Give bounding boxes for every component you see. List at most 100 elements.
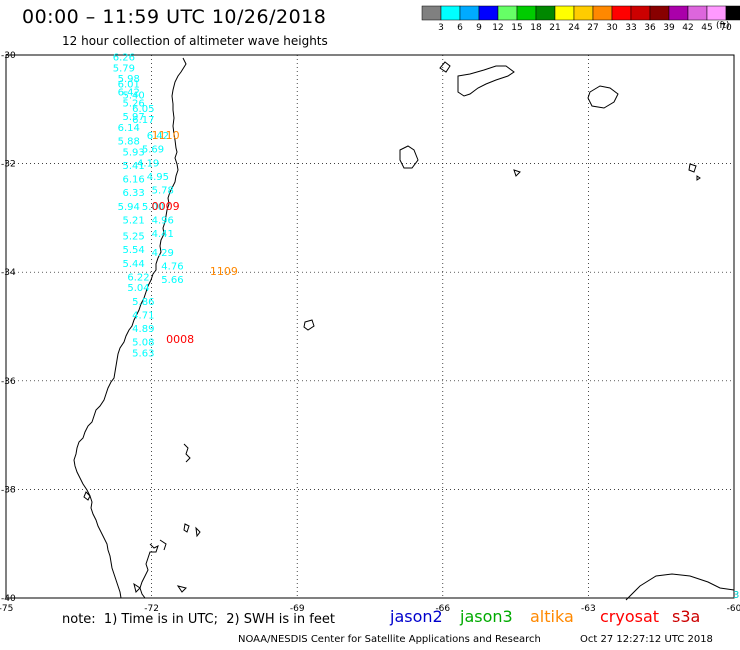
satellite-legend-altika: altika <box>530 607 574 626</box>
chiloe-detail <box>83 491 91 501</box>
page-title: 00:00 – 11:59 UTC 10/26/2018 <box>22 6 327 28</box>
south-coast-2 <box>159 539 167 551</box>
argentina-coast-north <box>439 61 515 97</box>
scale-swatch <box>630 5 651 21</box>
island-d <box>133 582 141 593</box>
longitude-label: -66 <box>435 604 450 614</box>
wave-height-label: 5.00 <box>142 202 164 213</box>
scale-tick-label: 27 <box>587 23 598 33</box>
scale-swatch <box>668 5 689 21</box>
scale-tick-label: 36 <box>644 23 656 33</box>
satellite-name: cryosat <box>600 607 660 626</box>
wave-height-label: 5.44 <box>122 259 144 270</box>
map-frame <box>5 54 735 599</box>
wave-height-label: 6.42 <box>147 131 169 142</box>
scale-tick-label: 42 <box>682 23 693 33</box>
latitude-label: -40 <box>1 594 16 604</box>
pass-time-label: 1109 <box>210 265 238 278</box>
wave-height-label: 5.78 <box>152 185 174 196</box>
scale-tick-label: 15 <box>511 23 522 33</box>
pass-time-labels: 1110 0009 1109 0008 <box>152 129 238 346</box>
generated-timestamp: Oct 27 12:27:12 UTC 2018 <box>580 634 713 645</box>
wave-height-label: 4.71 <box>132 310 154 321</box>
credit-line: NOAA/NESDIS Center for Satellite Applica… <box>238 634 541 645</box>
wave-height-label: 4.19 <box>137 158 159 169</box>
pass-time-label: 0009 <box>152 200 180 213</box>
small-lake-1 <box>513 169 521 177</box>
pass-time-label: 1110 <box>152 129 180 142</box>
wave-height-label: 6.14 <box>118 123 140 134</box>
chile-coastline <box>73 57 187 599</box>
island-a <box>183 523 190 533</box>
wave-height-label: 4.76 <box>161 261 183 272</box>
wave-height-label: 5.08 <box>132 338 154 349</box>
wave-height-label: 5.88 <box>118 137 140 148</box>
satellite-name: altika <box>530 607 574 626</box>
satellite-name: jason3 <box>460 607 513 626</box>
longitude-label: -72 <box>144 604 159 614</box>
satellite-name: jason2 <box>390 607 443 626</box>
island-e <box>176 585 187 593</box>
satellite-legend-jason3: jason3 <box>460 607 513 626</box>
wave-height-label: 5.63 <box>132 348 154 359</box>
satellite-legend-cryosat: cryosat <box>600 607 659 626</box>
satellite-legend-s3a: s3a <box>672 607 700 626</box>
scale-swatch <box>497 5 518 21</box>
island-c <box>183 443 191 463</box>
wave-height-label: 5.94 <box>118 202 140 213</box>
wave-height-label: 6.05 <box>132 104 154 115</box>
island-b <box>195 526 201 538</box>
longitude-label: -63 <box>581 604 596 614</box>
small-lake-2 <box>688 163 697 173</box>
scale-tick-label: 33 <box>625 23 636 33</box>
coastlines <box>73 57 735 601</box>
scale-swatch <box>421 5 442 21</box>
wave-height-label: 6.33 <box>122 188 144 199</box>
map-grid <box>6 55 734 598</box>
scale-swatch <box>706 5 727 21</box>
wave-height-label: 6.42 <box>118 88 140 99</box>
latitude-label: -32 <box>1 160 16 170</box>
wave-height-label: 5.21 <box>122 215 144 226</box>
scale-tick-label: 30 <box>606 23 618 33</box>
wave-height-label: 6.22 <box>127 272 149 283</box>
scale-tick-label: 45 <box>701 23 712 33</box>
color-scale-legend: 3 6 9 12 15 18 21 24 27 30 33 36 39 42 45 70 <box>421 5 740 33</box>
scale-swatch <box>611 5 632 21</box>
wave-height-label: 6.17 <box>132 115 154 126</box>
wave-height-label: 4.96 <box>152 215 174 226</box>
scale-swatch <box>573 5 594 21</box>
scale-swatch <box>687 5 708 21</box>
latitude-label: -36 <box>1 377 16 387</box>
observation-labels: 6.265.795.986.015.406.425.266.055.976.17… <box>113 52 184 359</box>
wave-height-label: 5.98 <box>118 74 140 85</box>
scale-swatch <box>725 5 740 21</box>
wave-height-label: 4.41 <box>152 229 174 240</box>
longitude-label: -60 <box>727 604 740 614</box>
argentina-lake <box>399 145 419 169</box>
scale-swatch <box>649 5 670 21</box>
scale-swatch <box>535 5 556 21</box>
wave-height-label: 5.79 <box>113 63 135 74</box>
scale-swatch <box>554 5 575 21</box>
longitude-label: -75 <box>0 604 13 614</box>
axis-labels: -75 -72 -69 -66 -63 -60 -30 -32 -34 -36 -38 -40 <box>0 51 740 614</box>
scale-swatch <box>459 5 480 21</box>
scale-tick-label: 24 <box>568 23 580 33</box>
latitude-label: -34 <box>1 268 16 278</box>
satellite-legend-jason2: jason2 <box>390 607 443 626</box>
wave-height-label: 4.29 <box>152 248 174 259</box>
wave-height-label: 5.40 <box>122 90 144 101</box>
wave-height-label: 5.54 <box>122 245 144 256</box>
latitude-label: -30 <box>1 51 16 61</box>
scale-tick-label: 9 <box>476 23 482 33</box>
wave-height-label: 5.66 <box>161 275 183 286</box>
page-subtitle: 12 hour collection of altimeter wave hei… <box>62 34 328 48</box>
latitude-label: -38 <box>1 485 16 495</box>
wave-height-label: 5.25 <box>122 232 144 243</box>
scale-swatch <box>440 5 461 21</box>
small-lake-3 <box>696 175 701 181</box>
scale-unit-label: (ft) <box>716 21 730 31</box>
scale-tick-label: 3 <box>438 23 444 33</box>
